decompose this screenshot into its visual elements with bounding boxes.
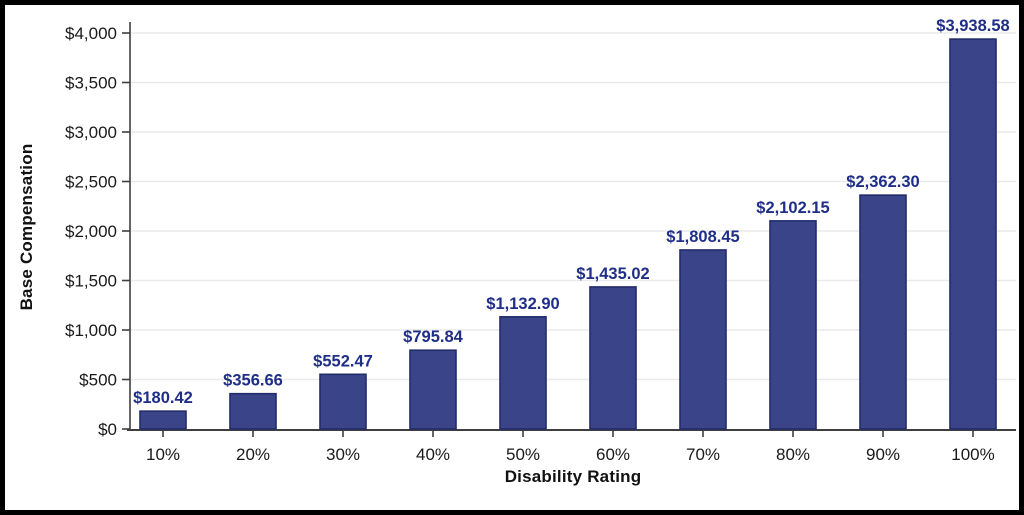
bar-value-label: $3,938.58 xyxy=(936,17,1009,35)
bar xyxy=(589,286,637,430)
bar-value-label: $2,102.15 xyxy=(756,199,829,217)
bar-value-label: $552.47 xyxy=(313,352,373,370)
bar xyxy=(229,392,277,430)
bar-value-label: $180.42 xyxy=(133,389,193,407)
x-tick-label: 40% xyxy=(416,445,450,464)
x-tick-label: 30% xyxy=(326,445,360,464)
bar-value-label: $2,362.30 xyxy=(846,173,919,191)
bar xyxy=(859,194,907,430)
bar-value-label: $1,132.90 xyxy=(486,295,559,313)
y-tick-label: $0 xyxy=(98,420,117,439)
bar xyxy=(409,349,457,430)
bar xyxy=(679,249,727,430)
bar-chart-svg: $0 $500 $1,000 $1,500 $2,000 $2,500 $3,000 $3,5… xyxy=(65,17,1016,464)
bar xyxy=(139,410,187,430)
x-tick-label: 20% xyxy=(236,445,270,464)
x-tick-label: 50% xyxy=(506,445,540,464)
bar-value-label: $1,435.02 xyxy=(576,265,649,283)
x-tick-label: 90% xyxy=(866,445,900,464)
bar xyxy=(949,38,997,430)
x-tick-label: 100% xyxy=(951,445,994,464)
x-tick-label: 80% xyxy=(776,445,810,464)
y-tick-label: $2,000 xyxy=(65,222,117,241)
bar-value-label: $795.84 xyxy=(403,328,463,346)
x-tick-label: 70% xyxy=(686,445,720,464)
bar-value-label: $1,808.45 xyxy=(666,228,739,246)
y-tick-label: $1,500 xyxy=(65,272,117,291)
x-tick-label: 60% xyxy=(596,445,630,464)
bar xyxy=(499,316,547,430)
bar-value-label: $356.66 xyxy=(223,372,283,390)
y-tick-label: $4,000 xyxy=(65,24,117,43)
x-tick-label: 10% xyxy=(146,445,180,464)
y-tick-label: $3,000 xyxy=(65,123,117,142)
bar xyxy=(319,373,367,430)
y-tick-label: $3,500 xyxy=(65,74,117,93)
y-tick-label: $2,500 xyxy=(65,173,117,192)
y-tick-label: $1,000 xyxy=(65,321,117,340)
y-tick-label: $500 xyxy=(79,371,117,390)
bar xyxy=(769,220,817,430)
